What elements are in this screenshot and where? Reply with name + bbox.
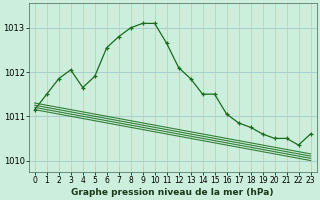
X-axis label: Graphe pression niveau de la mer (hPa): Graphe pression niveau de la mer (hPa) [71,188,274,197]
